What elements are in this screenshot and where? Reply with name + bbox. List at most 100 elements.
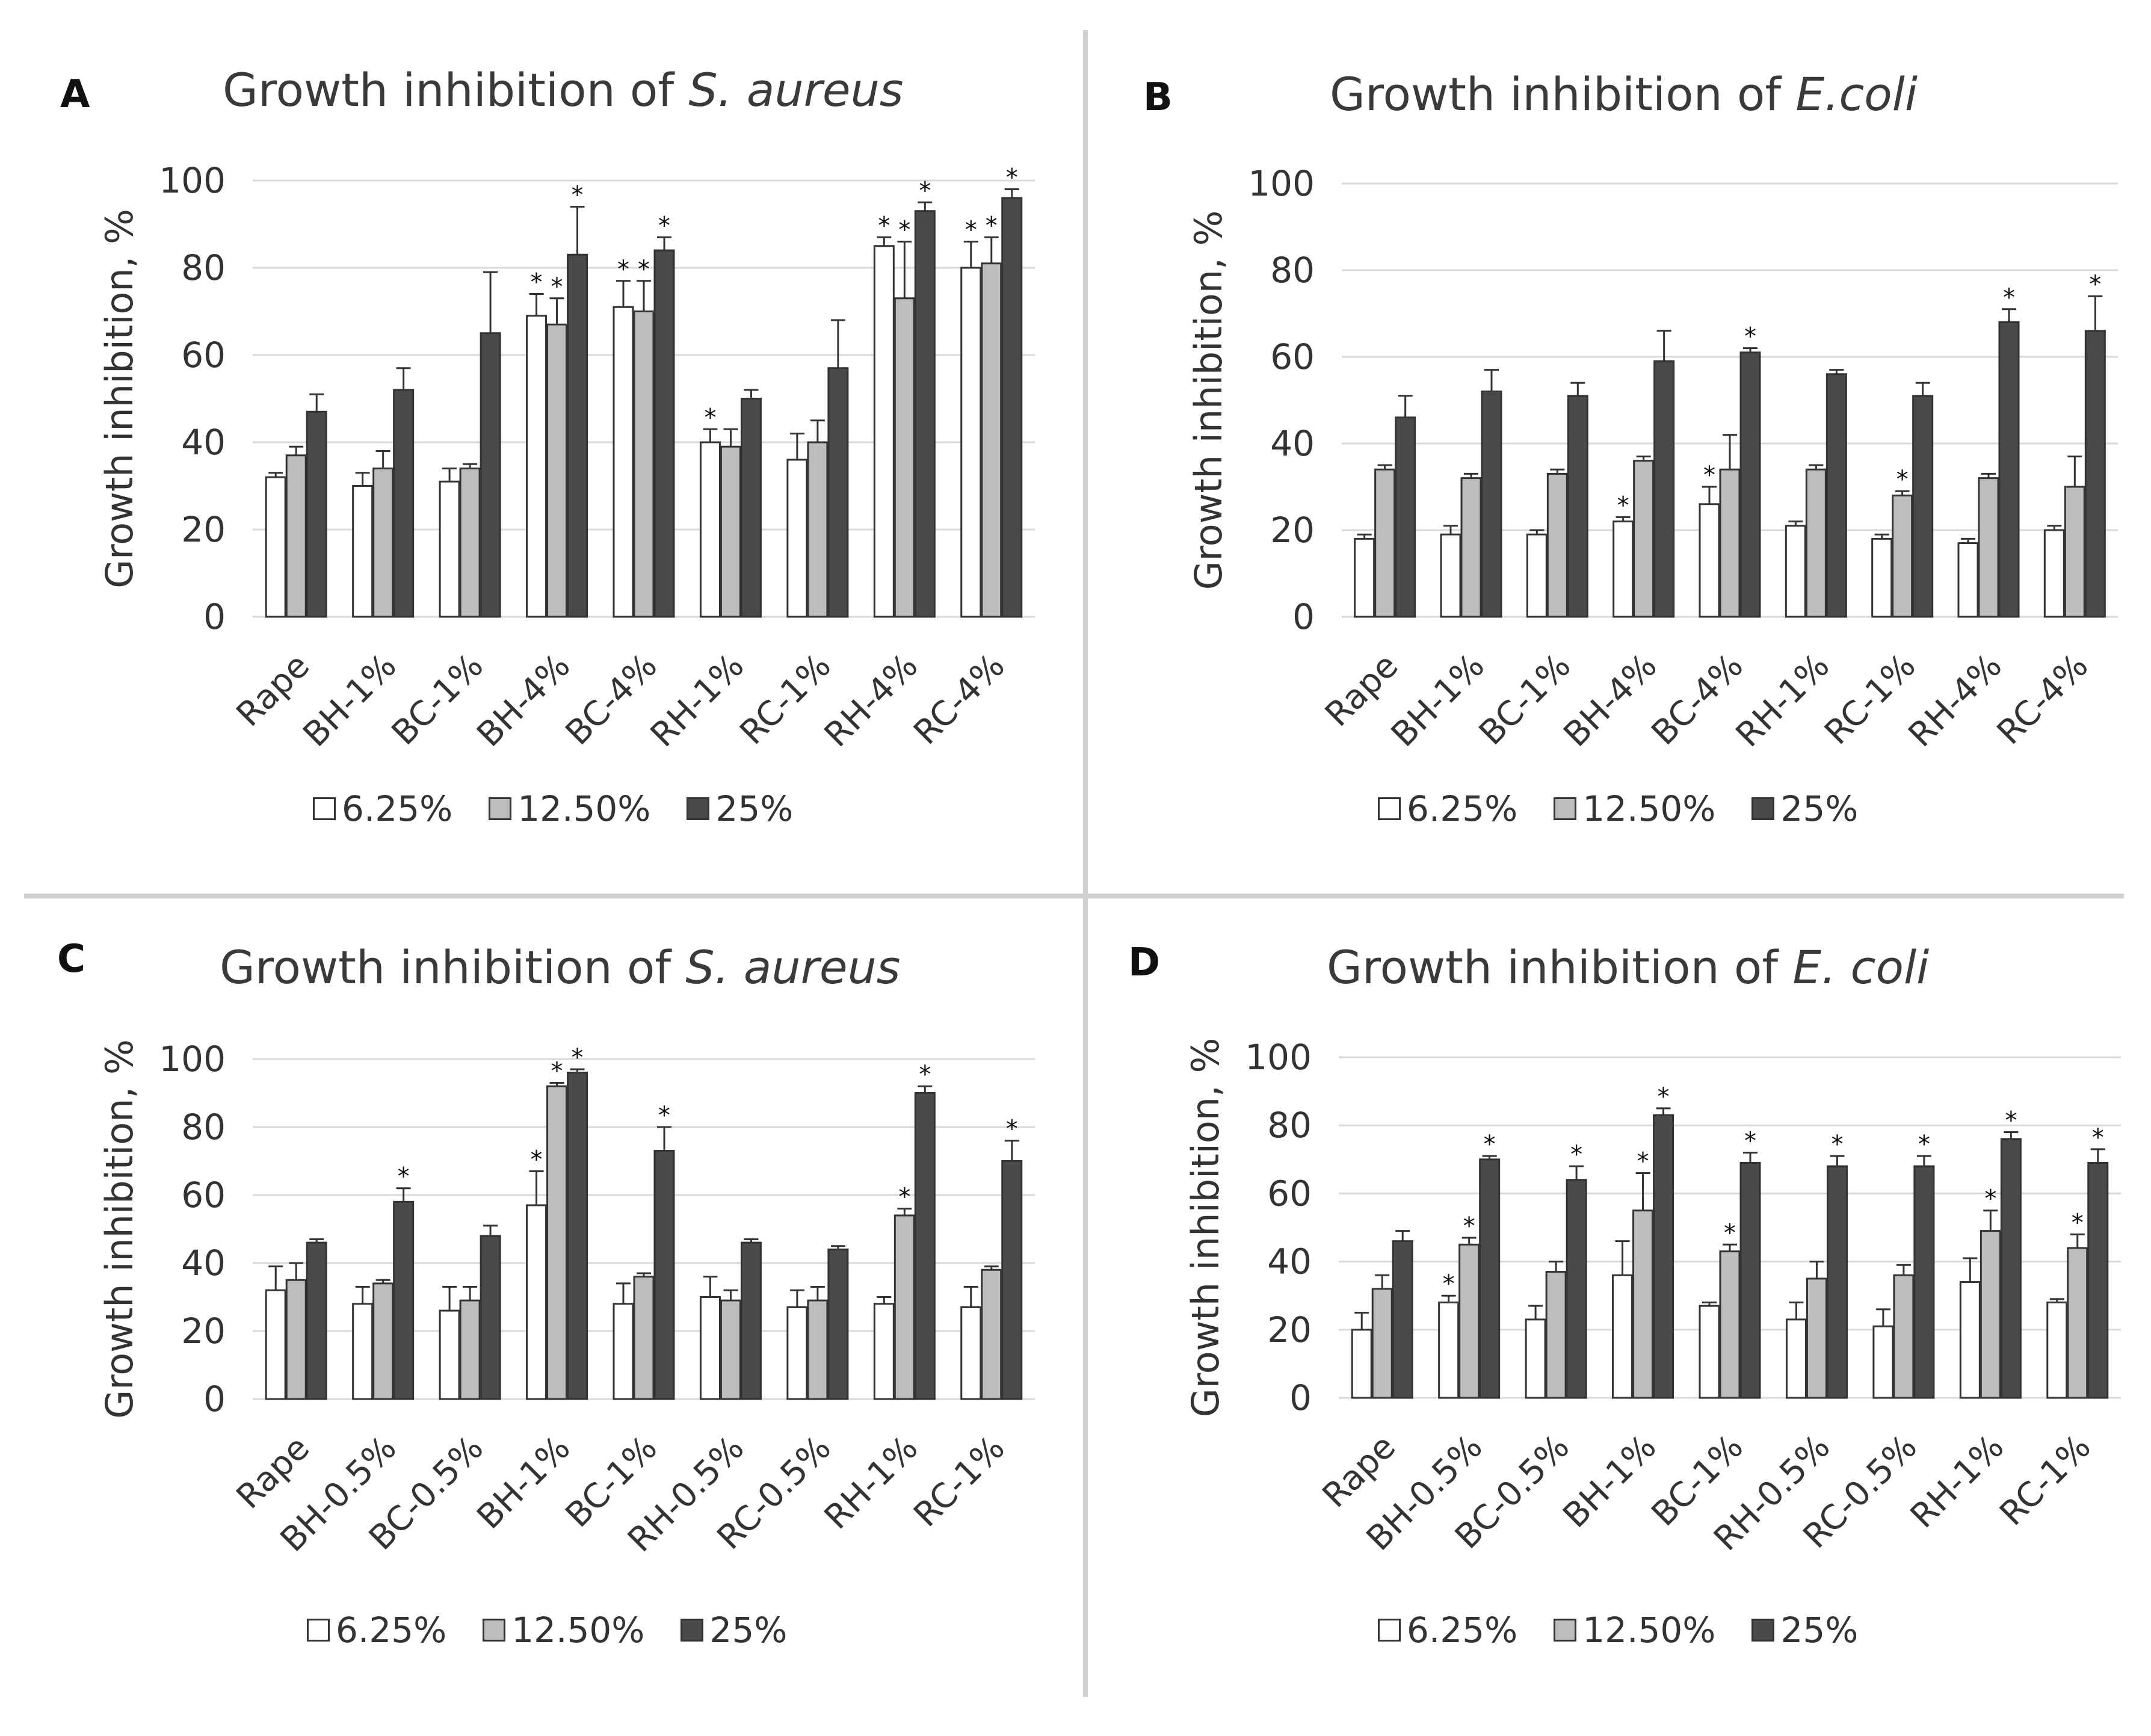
bar (893, 1214, 915, 1400)
bar (1440, 533, 1461, 618)
bar (633, 310, 655, 618)
y-tick-label: 60 (181, 1175, 226, 1216)
bar (786, 1306, 808, 1400)
significance-marker: * (1831, 1131, 1843, 1158)
significance-marker: * (986, 212, 998, 239)
bar (1001, 1160, 1023, 1400)
significance-marker: * (898, 1184, 910, 1211)
significance-marker: * (1570, 1141, 1582, 1169)
bar (1632, 1209, 1654, 1399)
bar (1739, 1161, 1761, 1399)
legend-swatch (1378, 797, 1401, 820)
y-tick-label: 100 (1245, 1037, 1312, 1078)
legend-label: 12.50% (517, 788, 651, 829)
bar (546, 1085, 568, 1400)
significance-marker: * (1637, 1148, 1649, 1175)
x-tick-label: BC-1% (1472, 646, 1578, 753)
chart-title-prefix: Growth inhibition of (1330, 67, 1796, 121)
bar (1479, 1158, 1501, 1399)
bar (1481, 391, 1502, 618)
bar (981, 1268, 1002, 1400)
bar (480, 332, 501, 618)
bar (807, 441, 829, 618)
x-tick-label: BC-4% (1644, 646, 1751, 753)
bar (807, 1299, 829, 1400)
legend-item: 6.25% (1378, 1610, 1517, 1651)
significance-marker: * (1006, 164, 1018, 192)
x-tick-label: RC-1% (1817, 646, 1923, 752)
bar (2087, 1161, 2109, 1399)
bar (459, 1299, 481, 1400)
y-tick-label: 20 (181, 1311, 226, 1351)
bar (720, 1299, 741, 1400)
y-tick-label: 60 (1270, 336, 1315, 377)
panel-letter: A (60, 72, 90, 117)
significance-marker: * (1918, 1131, 1930, 1158)
bar (699, 1296, 721, 1400)
bar (1653, 1114, 1674, 1399)
bar (1458, 1243, 1480, 1399)
bar (1633, 460, 1655, 618)
panel-letter: B (1143, 75, 1173, 120)
bar (2043, 529, 2065, 618)
y-tick-label: 80 (1270, 250, 1315, 291)
significance-marker: * (919, 1061, 931, 1089)
bar (893, 297, 915, 618)
bar (2064, 486, 2085, 618)
legend-item: 25% (687, 788, 793, 829)
bar (1566, 1179, 1587, 1399)
vertical-divider (1083, 30, 1088, 1697)
legend: 6.25% 12.50% 25% (1378, 1610, 1894, 1651)
y-axis-label: Growth inhibition, % (97, 1039, 141, 1419)
significance-marker: * (878, 212, 890, 239)
bar (653, 1150, 675, 1400)
bar (981, 262, 1002, 618)
y-axis-label: Growth inhibition, % (1187, 211, 1230, 590)
x-tick-label: RH-4% (817, 646, 925, 755)
bar (1567, 395, 1588, 618)
x-tick-label: RH-1% (1903, 1427, 2011, 1536)
x-tick-label: BC-1% (384, 646, 491, 753)
bar (1825, 373, 1847, 618)
y-tick-label: 20 (181, 509, 226, 550)
chart-title-organism: S. aureus (685, 941, 901, 994)
bar (1612, 1274, 1634, 1399)
bar (1001, 197, 1023, 618)
bar (827, 367, 849, 618)
bar (1699, 1305, 1720, 1399)
bar (786, 459, 808, 618)
y-tick-label: 60 (181, 335, 226, 375)
bar (1395, 416, 1416, 618)
significance-marker: * (658, 1102, 670, 1129)
y-tick-label: 40 (181, 1243, 226, 1283)
significance-marker: * (1724, 1219, 1736, 1247)
bar (873, 1303, 895, 1400)
bar (613, 1303, 634, 1400)
chart-title: Growth inhibition of S. aureus (223, 63, 903, 117)
bar (1371, 1288, 1393, 1399)
significance-marker: * (1443, 1270, 1455, 1298)
bar (1913, 1165, 1935, 1399)
bar (285, 454, 307, 618)
significance-marker: * (1617, 492, 1629, 519)
legend-swatch (307, 1619, 330, 1642)
significance-marker: * (1984, 1185, 1996, 1213)
bar (480, 1235, 501, 1400)
bar (2084, 330, 2106, 618)
legend-item: 25% (1751, 788, 1858, 829)
chart-title: Growth inhibition of E. coli (1327, 941, 1929, 994)
legend-swatch (1554, 1619, 1577, 1642)
legend-swatch (687, 797, 710, 820)
bar (1957, 542, 1979, 618)
significance-marker: * (658, 212, 670, 239)
legend-swatch (313, 797, 336, 820)
chart-title-organism: E. coli (1792, 941, 1930, 994)
x-tick-label: RC-1% (1992, 1427, 2098, 1533)
legend-item: 25% (1751, 1610, 1858, 1651)
y-tick-label: 100 (1248, 163, 1315, 204)
legend-swatch (1751, 797, 1775, 820)
legend-label: 12.50% (1582, 788, 1716, 829)
panel-b: B Growth inhibition of E.coli 0 20 40 60 80 100… (1089, 0, 2148, 836)
